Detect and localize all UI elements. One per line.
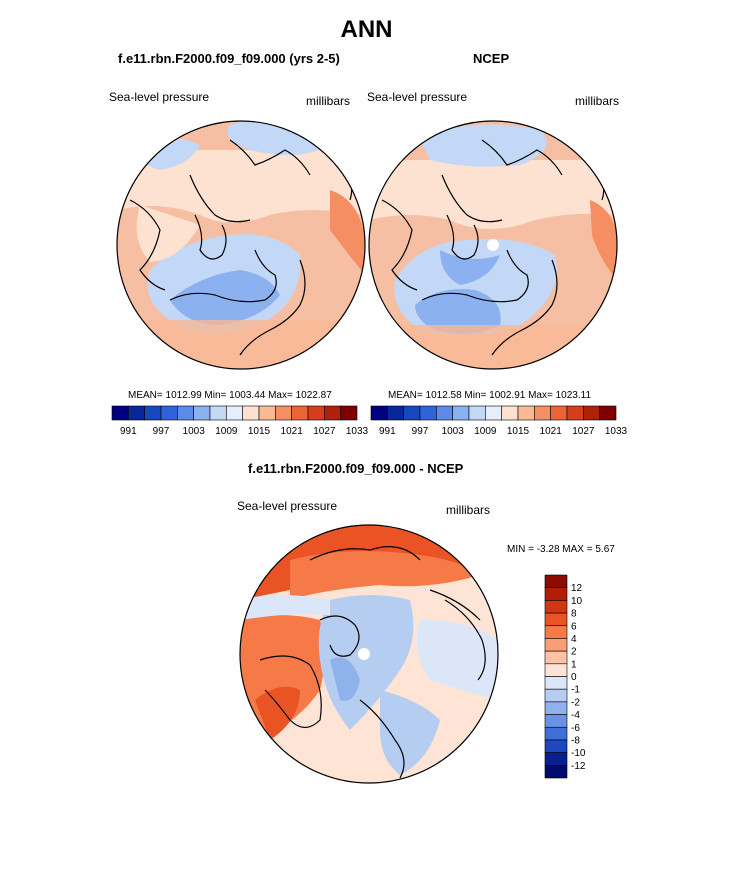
colorbar-tick-label: 6 [571, 621, 577, 632]
panel1-left-label: Sea-level pressure [109, 90, 210, 104]
colorbar-swatch [436, 405, 453, 421]
colorbar-swatch [226, 405, 243, 421]
colorbar-swatch [544, 688, 568, 703]
colorbar-tick-label: 1015 [507, 426, 530, 437]
map-panel2 [368, 120, 618, 370]
colorbar-swatch [291, 405, 309, 421]
colorbar-tick-label: 1003 [183, 426, 206, 437]
colorbar-swatch [160, 405, 178, 421]
colorbar-swatch [544, 765, 568, 779]
colorbar-swatch [544, 752, 568, 766]
panel3-title: f.e11.rbn.F2000.f09_f09.000 - NCEP [248, 461, 464, 476]
colorbar-tick-label: 997 [153, 426, 170, 437]
colorbar-swatch [544, 676, 568, 690]
colorbar-swatch [544, 625, 568, 639]
colorbar-swatch [209, 405, 227, 421]
panel2-title: NCEP [473, 51, 510, 66]
colorbar-panel2: 991 997 1003 1009 1015 1021 1027 1033 [370, 405, 628, 437]
colorbar-swatch [193, 405, 211, 421]
panel2-right-label: millibars [575, 94, 620, 108]
colorbar-swatch [501, 405, 519, 421]
panel1-stats: MEAN= 1012.99 Min= 1003.44 Max= 1022.87 [128, 390, 332, 401]
colorbar-swatch [544, 612, 568, 627]
colorbar-swatch [544, 574, 568, 588]
colorbar-swatch [370, 405, 388, 421]
colorbar-panel1: 991 997 1003 1009 1015 1021 1027 1033 [111, 405, 369, 437]
panel3-right-label: millibars [446, 503, 491, 517]
colorbar-swatch [544, 638, 568, 652]
colorbar-swatch [403, 405, 421, 421]
colorbar-swatch [485, 405, 502, 421]
colorbar-swatch [544, 600, 568, 614]
colorbar-tick-label: 1027 [313, 426, 336, 437]
panel2-stats: MEAN= 1012.58 Min= 1002.91 Max= 1023.11 [388, 390, 592, 401]
colorbar-tick-label: 1021 [281, 426, 304, 437]
colorbar-swatch [599, 405, 617, 421]
colorbar-swatch [566, 405, 584, 421]
colorbar-swatch [387, 405, 404, 421]
colorbar-tick-label: 1021 [540, 426, 563, 437]
colorbar-swatch [307, 405, 325, 421]
colorbar-swatch [111, 405, 129, 421]
colorbar-tick-label: -4 [571, 710, 580, 721]
colorbar-tick-label: 1 [571, 659, 577, 670]
colorbar-swatch [544, 739, 568, 753]
colorbar-swatch [128, 405, 145, 421]
colorbar-tick-label: 8 [571, 609, 577, 620]
colorbar-swatch [242, 405, 260, 421]
panel1-right-label: millibars [306, 94, 351, 108]
page-title: ANN [340, 16, 393, 43]
colorbar-tick-label: 1033 [605, 426, 628, 437]
colorbar-swatch [583, 405, 600, 421]
panel3-left-label: Sea-level pressure [237, 499, 338, 513]
colorbar-tick-label: 12 [571, 583, 583, 594]
colorbar-tick-label: 1003 [442, 426, 465, 437]
colorbar-swatch [340, 405, 358, 421]
colorbar-tick-label: 1009 [215, 426, 238, 437]
colorbar-swatch [544, 701, 568, 715]
colorbar-swatch [534, 405, 551, 421]
panel3-stats: MIN = -3.28 MAX = 5.67 [507, 544, 615, 555]
map-panel3 [239, 524, 499, 784]
colorbar-tick-label: -2 [571, 697, 580, 708]
colorbar-swatch [177, 405, 194, 421]
colorbar-tick-label: 2 [571, 647, 577, 658]
colorbar-tick-label: 1009 [474, 426, 497, 437]
colorbar-tick-label: 1027 [572, 426, 595, 437]
colorbar-tick-label: 991 [379, 426, 396, 437]
colorbar-swatch [468, 405, 486, 421]
colorbar-swatch [544, 587, 568, 601]
map-panel1 [116, 120, 366, 370]
colorbar-swatch [452, 405, 470, 421]
colorbar-tick-label: 991 [120, 426, 137, 437]
colorbar-swatch [144, 405, 162, 421]
colorbar-swatch [324, 405, 341, 421]
colorbar-swatch [544, 650, 568, 665]
colorbar-swatch [550, 405, 568, 421]
colorbar-tick-label: -6 [571, 723, 580, 734]
colorbar-tick-label: 997 [412, 426, 429, 437]
colorbar-swatch [275, 405, 292, 421]
panel2-left-label: Sea-level pressure [367, 90, 468, 104]
colorbar-tick-label: 0 [571, 672, 577, 683]
panel1-title: f.e11.rbn.F2000.f09_f09.000 (yrs 2-5) [118, 51, 340, 66]
colorbar-swatch [544, 726, 568, 741]
colorbar-tick-label: 1015 [248, 426, 271, 437]
colorbar-swatch [544, 663, 568, 677]
colorbar-tick-label: -8 [571, 735, 580, 746]
colorbar-tick-label: 10 [571, 596, 583, 607]
colorbar-swatch [544, 714, 568, 728]
colorbar-tick-label: -12 [571, 761, 586, 772]
colorbar-tick-label: 4 [571, 634, 577, 645]
colorbar-swatch [517, 405, 535, 421]
colorbar-tick-label: -1 [571, 685, 580, 696]
colorbar-tick-label: 1033 [346, 426, 369, 437]
colorbar-tick-label: -10 [571, 748, 586, 759]
colorbar-swatch [419, 405, 437, 421]
colorbar-swatch [258, 405, 276, 421]
